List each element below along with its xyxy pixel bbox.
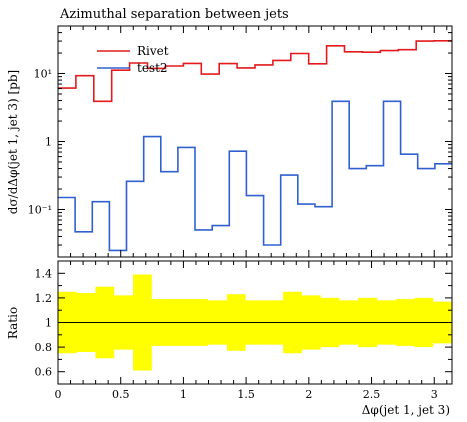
x-axis-label: Δφ(jet 1, jet 3) bbox=[362, 403, 450, 417]
main-y-tick-label: 10¹ bbox=[34, 68, 52, 81]
chart-title: Azimuthal separation between jets bbox=[59, 7, 289, 22]
ratio-y-tick-label: 0.6 bbox=[35, 366, 53, 379]
ratio-x-tick-label: 2.5 bbox=[363, 388, 381, 401]
ratio-y-tick-label: 1 bbox=[45, 317, 52, 330]
ratio-x-tick-label: 1.5 bbox=[237, 388, 255, 401]
ratio-y-tick-label: 1.2 bbox=[35, 292, 53, 305]
main-y-tick-label: 1 bbox=[45, 136, 52, 149]
series-line-test2 bbox=[58, 100, 452, 252]
ratio-plot-panel: 0.6 0.8 1 1.2 1.4 0 0.5 1 1.5 2 2.5 3 bbox=[35, 260, 453, 401]
ratio-y-tick-label: 0.8 bbox=[35, 341, 53, 354]
ratio-y-axis-label: Ratio bbox=[6, 307, 20, 339]
main-plot-frame bbox=[57, 25, 453, 258]
ratio-x-tick-label: 0 bbox=[55, 388, 62, 401]
legend-label-rivet: Rivet bbox=[137, 44, 169, 58]
ratio-x-tick-label: 0.5 bbox=[112, 388, 130, 401]
ratio-x-tick-label: 1 bbox=[180, 388, 187, 401]
main-y-axis-label: dσ/dΔφ(jet 1, jet 3) [pb] bbox=[6, 70, 20, 214]
series-line-rivet bbox=[58, 40, 452, 103]
ratio-y-tick-label: 1.4 bbox=[35, 267, 53, 280]
legend-label-test2: test2 bbox=[137, 61, 168, 75]
ratio-x-tick-label: 3 bbox=[431, 388, 438, 401]
main-plot-panel: 10⁻¹ 1 10¹ Rivet test2 bbox=[28, 25, 453, 258]
ratio-x-tick-label: 2 bbox=[305, 388, 312, 401]
main-y-tick-label: 10⁻¹ bbox=[28, 203, 52, 216]
